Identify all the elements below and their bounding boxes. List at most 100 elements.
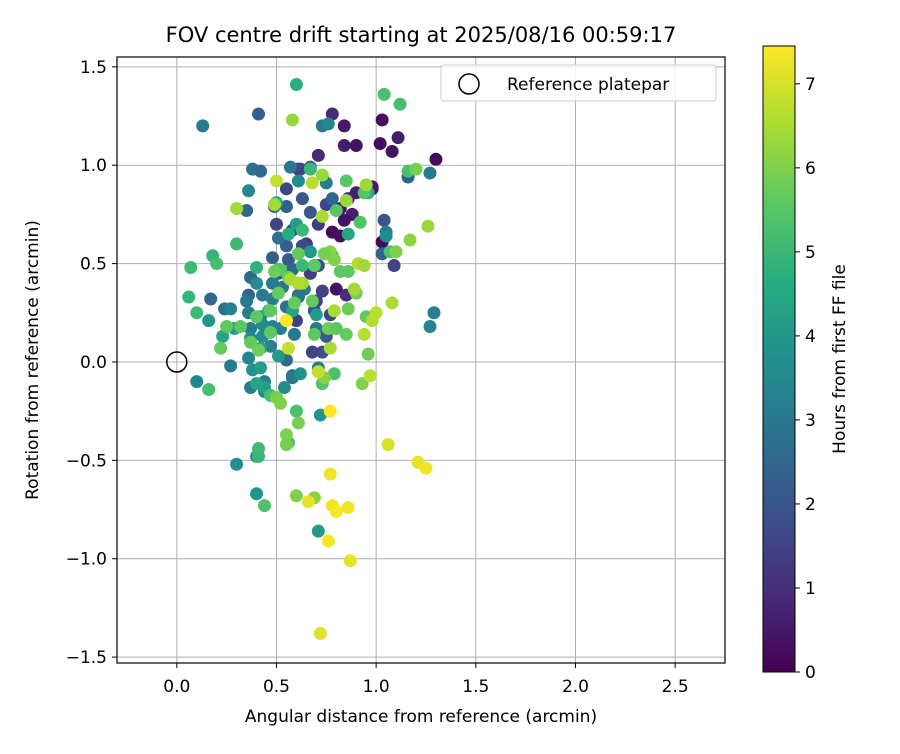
data-point bbox=[369, 306, 383, 320]
data-point bbox=[289, 489, 303, 503]
data-point bbox=[403, 233, 417, 247]
reference-marker-group bbox=[166, 351, 188, 373]
data-point bbox=[307, 327, 321, 341]
data-point bbox=[321, 117, 335, 131]
data-point bbox=[244, 335, 258, 349]
data-point bbox=[295, 223, 309, 237]
data-point bbox=[325, 192, 339, 206]
data-point bbox=[303, 205, 317, 219]
colorbar-tick-label: 0 bbox=[805, 663, 816, 683]
data-point bbox=[256, 288, 270, 302]
data-point bbox=[375, 113, 389, 127]
colorbar-tick-label: 2 bbox=[805, 495, 816, 515]
data-point bbox=[429, 152, 443, 166]
data-point bbox=[389, 245, 403, 259]
data-point bbox=[184, 261, 198, 275]
data-point bbox=[265, 251, 279, 265]
data-point bbox=[385, 144, 399, 158]
data-point bbox=[315, 209, 329, 223]
data-point bbox=[273, 396, 287, 410]
data-point bbox=[339, 174, 353, 188]
legend: Reference platepar bbox=[440, 64, 717, 102]
data-point bbox=[381, 438, 395, 452]
colorbar-ticks: 0 1 2 3 4 5 6 7 bbox=[795, 75, 816, 683]
data-point bbox=[327, 367, 341, 381]
data-point bbox=[357, 259, 371, 273]
data-point bbox=[427, 306, 441, 320]
data-point bbox=[323, 341, 337, 355]
data-point bbox=[311, 524, 325, 538]
data-point bbox=[321, 534, 335, 548]
data-point bbox=[289, 404, 303, 418]
data-point bbox=[347, 282, 361, 296]
data-point bbox=[263, 325, 277, 339]
data-point bbox=[242, 351, 256, 365]
data-point bbox=[327, 304, 341, 318]
data-point bbox=[323, 404, 337, 418]
x-axis-label: Angular distance from reference (arcmin) bbox=[245, 707, 597, 727]
data-point bbox=[355, 377, 369, 391]
data-point bbox=[315, 284, 329, 298]
data-point bbox=[379, 229, 393, 243]
data-point bbox=[281, 253, 295, 267]
data-point bbox=[337, 139, 351, 153]
data-point bbox=[250, 261, 264, 275]
data-point bbox=[329, 322, 343, 336]
data-point bbox=[196, 119, 210, 133]
data-point bbox=[339, 327, 353, 341]
data-point bbox=[279, 182, 293, 196]
data-point bbox=[271, 349, 285, 363]
data-point bbox=[309, 308, 323, 322]
data-point bbox=[387, 259, 401, 273]
data-point bbox=[242, 184, 256, 198]
data-point bbox=[240, 203, 254, 217]
y-tick-label: −1.5 bbox=[66, 648, 107, 668]
data-point bbox=[281, 341, 295, 355]
x-axis-ticks: 0.0 0.5 1.0 1.5 2.0 2.5 bbox=[163, 663, 689, 697]
data-point bbox=[313, 408, 327, 422]
data-point bbox=[341, 302, 355, 316]
data-point bbox=[311, 148, 325, 162]
y-tick-label: 0.0 bbox=[80, 353, 107, 373]
colorbar-tick-label: 3 bbox=[805, 411, 816, 431]
y-tick-label: −0.5 bbox=[66, 451, 107, 471]
data-point bbox=[287, 327, 301, 341]
data-point bbox=[202, 314, 216, 328]
data-point bbox=[393, 97, 407, 111]
data-point bbox=[307, 259, 321, 273]
data-point bbox=[361, 347, 375, 361]
legend-box bbox=[440, 64, 717, 102]
data-point bbox=[210, 257, 224, 271]
data-point bbox=[281, 227, 295, 241]
y-axis-ticks: −1.5 −1.0 −0.5 0.0 0.5 1.0 1.5 bbox=[66, 58, 117, 668]
data-point bbox=[305, 176, 319, 190]
x-tick-label: 0.0 bbox=[163, 677, 190, 697]
x-tick-label: 2.5 bbox=[662, 677, 689, 697]
data-point bbox=[279, 438, 293, 452]
x-tick-label: 1.0 bbox=[363, 677, 390, 697]
data-point bbox=[339, 194, 353, 208]
colorbar-frame bbox=[762, 45, 796, 673]
data-point bbox=[291, 276, 305, 290]
y-tick-label: 0.5 bbox=[80, 255, 107, 275]
data-point bbox=[214, 341, 228, 355]
data-point bbox=[341, 227, 355, 241]
data-point bbox=[279, 200, 293, 214]
data-point bbox=[283, 160, 297, 174]
x-tick-label: 0.5 bbox=[263, 677, 290, 697]
data-point bbox=[263, 339, 277, 353]
data-point bbox=[285, 113, 299, 127]
legend-entry-reference-platepar: Reference platepar bbox=[507, 75, 669, 95]
colorbar-tick-label: 4 bbox=[805, 327, 816, 347]
data-point bbox=[291, 416, 305, 430]
data-point bbox=[291, 247, 305, 261]
data-point bbox=[353, 215, 367, 229]
data-point bbox=[234, 320, 248, 334]
colorbar-label: Hours from first FF file bbox=[830, 264, 850, 454]
data-point bbox=[269, 217, 283, 231]
data-point bbox=[359, 178, 373, 192]
data-point bbox=[293, 367, 307, 381]
data-point bbox=[391, 131, 405, 145]
data-point bbox=[423, 166, 437, 180]
data-point bbox=[271, 286, 285, 300]
